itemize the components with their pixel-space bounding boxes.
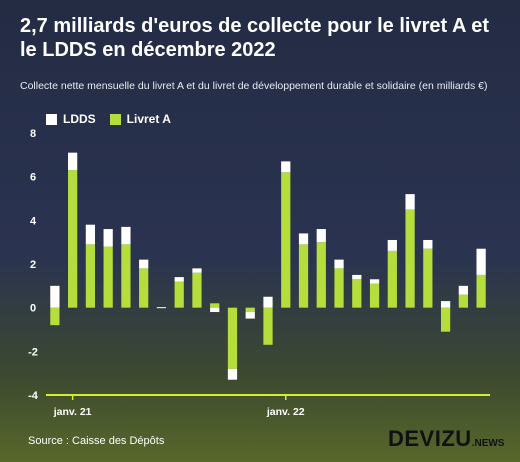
bar-ldds xyxy=(387,239,397,251)
bar-ldds xyxy=(352,274,362,280)
bar-ldds xyxy=(210,307,220,313)
brand-suffix: .NEWS xyxy=(471,438,505,449)
bar-ldds xyxy=(68,152,78,171)
bar-ldds xyxy=(85,224,96,245)
bar-ldds xyxy=(103,229,113,247)
brand-logo: DEVIZU.NEWS xyxy=(388,426,504,452)
bar-livret-a xyxy=(476,274,486,308)
bar-livret-a xyxy=(458,294,468,308)
bar-ldds xyxy=(316,229,326,243)
y-tick-label: -2 xyxy=(28,346,38,358)
bar-livret-a xyxy=(440,307,451,332)
bar-livret-a xyxy=(210,303,220,308)
bar-livret-a xyxy=(139,268,149,308)
bar-livret-a xyxy=(50,307,60,326)
bar-ldds xyxy=(458,285,468,295)
chart-subtitle: Collecte nette mensuelle du livret A et … xyxy=(20,80,488,92)
y-tick-label: 2 xyxy=(30,259,36,271)
bar-livret-a xyxy=(405,209,415,308)
bar-ldds xyxy=(245,312,255,319)
bar-livret-a xyxy=(103,246,113,308)
bar-livret-a xyxy=(192,272,202,308)
bar-ldds xyxy=(476,248,486,275)
bar-ldds xyxy=(192,268,202,273)
bar-ldds xyxy=(281,161,291,173)
bar-livret-a xyxy=(298,244,309,308)
bar-ldds xyxy=(50,285,60,308)
y-tick-label: 0 xyxy=(30,303,36,315)
bar-livret-a xyxy=(121,244,131,308)
bar-livret-a xyxy=(369,283,380,308)
brand-name: DEVIZU xyxy=(388,426,472,451)
bar-ldds xyxy=(440,301,451,308)
legend-item-livret-a: Livret A xyxy=(109,112,171,126)
bar-livret-a xyxy=(263,307,273,345)
y-tick-label: 6 xyxy=(30,172,36,184)
bar-livret-a xyxy=(227,307,238,369)
y-tick-label: 4 xyxy=(30,215,37,227)
y-tick-label: -4 xyxy=(28,390,39,402)
bar-livret-a xyxy=(245,307,255,313)
legend-label-ldds: LDDS xyxy=(63,112,96,126)
bar-livret-a xyxy=(352,279,362,308)
x-tick-label: janv. 22 xyxy=(266,406,305,418)
bar-ldds xyxy=(334,259,344,269)
source-note: Source : Caisse des Dépôts xyxy=(28,435,165,447)
chart-legend: LDDS Livret A xyxy=(46,112,171,126)
bar-livret-a xyxy=(334,268,344,308)
bar-ldds xyxy=(121,226,131,245)
bar-livret-a xyxy=(387,250,397,308)
bar-livret-a xyxy=(85,244,96,308)
x-tick-label: janv. 21 xyxy=(53,406,92,418)
bar-livret-a xyxy=(68,170,78,308)
bar-livret-a xyxy=(174,281,184,308)
bar-livret-a xyxy=(423,248,433,308)
legend-label-livret-a: Livret A xyxy=(126,112,171,126)
y-tick-label: 8 xyxy=(30,128,36,140)
bar-ldds xyxy=(139,259,149,269)
bar-livret-a xyxy=(281,172,291,308)
legend-swatch-livret-a xyxy=(109,113,121,125)
bar-ldds xyxy=(263,296,273,308)
legend-item-ldds: LDDS xyxy=(46,112,96,126)
bar-ldds xyxy=(369,279,380,284)
bar-ldds xyxy=(423,239,433,249)
bar-livret-a xyxy=(316,242,326,308)
bar-ldds xyxy=(227,368,238,380)
bar-ldds xyxy=(174,277,184,282)
legend-swatch-ldds xyxy=(46,113,57,125)
bar-ldds xyxy=(298,233,309,245)
chart-title: 2,7 milliards d'euros de collecte pour l… xyxy=(20,15,489,61)
bar-ldds xyxy=(405,194,415,210)
